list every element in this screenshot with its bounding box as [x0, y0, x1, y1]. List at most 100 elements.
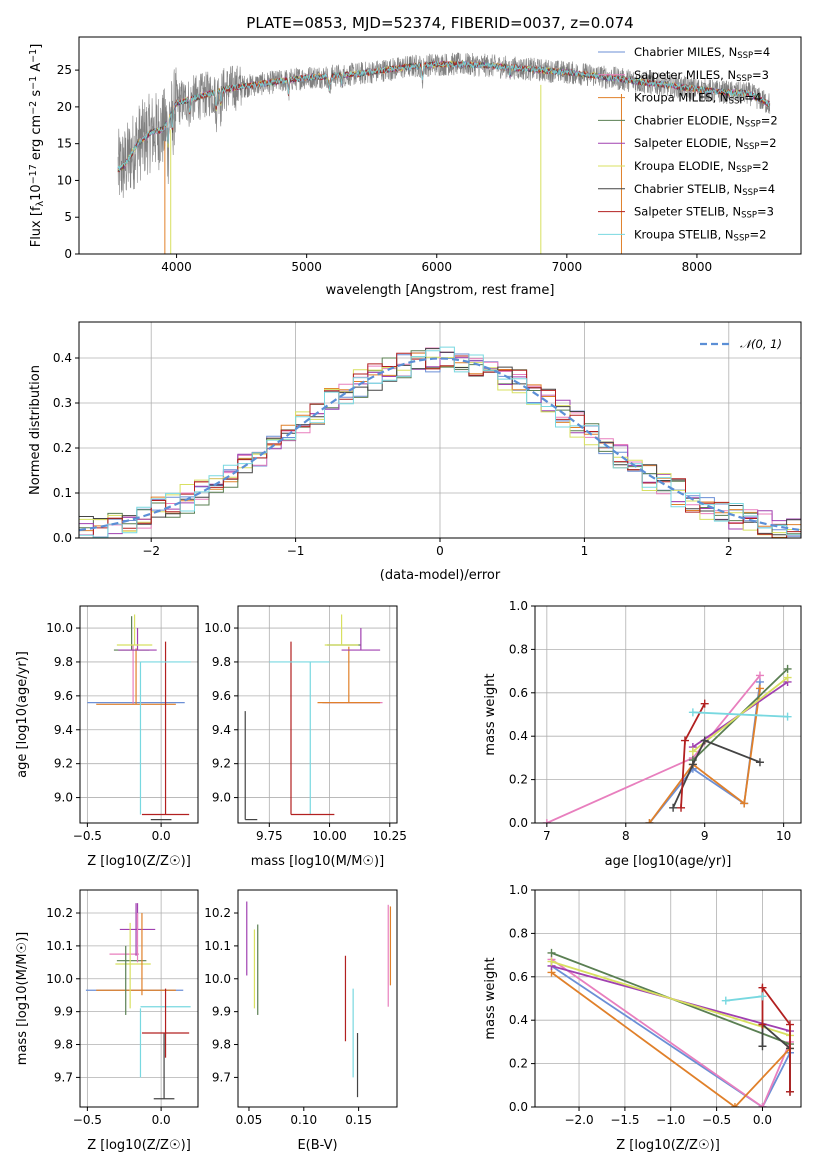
y-axis-label: mass weight: [483, 957, 498, 1039]
label-part: λ: [35, 200, 46, 206]
y-tick-label: 0.0: [509, 816, 528, 830]
chart-age_vs_Z: Z [log10(Z/Z☉)] age [log10(age/yr)] −0.5 0.…: [15, 605, 199, 869]
legend-nssp-value: =3: [757, 205, 774, 219]
plot-area-residuals: [79, 346, 801, 538]
x-tick-label: −2.0: [564, 1113, 593, 1127]
y-tick-label: 0.6: [509, 970, 528, 984]
y-tick-label: 15: [57, 137, 72, 151]
legend-series-name: Kroupa STELIB: [634, 227, 718, 241]
y-tick-label: 9.6: [54, 689, 73, 703]
y-axis-label: age [log10(age/yr)]: [15, 651, 30, 778]
y-tick-label: 9.8: [212, 1038, 231, 1052]
series-point-kroupa-miles: [740, 799, 749, 808]
legend-nssp-value: =2: [760, 136, 777, 150]
x-tick-label: −0.5: [702, 1113, 731, 1127]
x-tick-label: 0: [436, 544, 444, 558]
chart-age_vs_mass: mass [log10(M/M☉)] 9.75 10.00 10.25 9.0 9.2 9.…: [204, 605, 407, 869]
legend-nssp-prefix: , N: [728, 136, 744, 150]
y-tick-label: 1.0: [509, 599, 528, 613]
y-axis-label: Flux [fλ10−17 erg cm−2 s−1 A−1]: [28, 44, 46, 248]
series-point-salpeter-stelib: [680, 736, 689, 745]
series-point-kroupa-miles: [755, 684, 764, 693]
x-tick-label: 6000: [421, 260, 452, 274]
legend-nssp-sub: SSP: [736, 165, 752, 175]
x-axis-label: age [log10(age/yr)]: [605, 854, 732, 869]
y-tick-label: 0.4: [53, 351, 72, 365]
legend-series-name: Chabrier STELIB: [634, 182, 726, 196]
series-line-kroupa-miles: [648, 688, 761, 823]
y-tick-label: 0.3: [53, 396, 72, 410]
legend-nssp-sub: SSP: [744, 142, 760, 152]
y-tick-label: 0.2: [509, 1057, 528, 1071]
legend-series-name: Chabrier MILES: [634, 45, 721, 59]
y-tick-label: 10: [57, 173, 72, 187]
chart-weight_vs_age: age [log10(age/yr)] mass weight 7 8 9 10 0.0 0.…: [483, 599, 802, 869]
legend-nssp-sub: SSP: [734, 234, 750, 244]
x-tick-label: 0.0: [152, 829, 171, 843]
x-tick-label: 10.00: [312, 829, 346, 843]
chart-spectrum: PLATE=0853, MJD=52374, FIBERID=0037, z=0…: [28, 14, 802, 298]
series-point-salpeter-miles: [542, 819, 551, 823]
legend-nssp-prefix: , N: [726, 182, 742, 196]
y-tick-label: 9.8: [54, 1038, 73, 1052]
y-tick-label: 0.6: [509, 686, 528, 700]
legend-entry-chabrier-elodie: Chabrier ELODIE, NSSP=2: [634, 113, 778, 129]
series-line-chabrier-miles: [550, 965, 791, 1107]
y-tick-label: 0.8: [509, 926, 528, 940]
y-tick-label: 1.0: [509, 883, 528, 897]
legend-entry-kroupa-elodie: Kroupa ELODIE, NSSP=2: [634, 159, 769, 175]
label-part: −1: [28, 76, 39, 90]
series-point-kroupa-elodie: [547, 957, 556, 966]
y-tick-label: 10.2: [46, 906, 73, 920]
series-line-kroupa-stelib: [725, 995, 763, 1002]
plot-area-age_vs_mass: [244, 614, 383, 821]
legend-series-name: Salpeter MILES: [634, 68, 720, 82]
axes-frame: [534, 605, 802, 824]
y-tick-label: 10.1: [204, 939, 231, 953]
y-tick-label: 0.2: [53, 441, 72, 455]
y-tick-label: 0: [64, 247, 72, 261]
series-point-salpeter-stelib: [758, 983, 767, 992]
series-line-salpeter-miles: [550, 958, 791, 1107]
plot-area-mass_vs_Z: [85, 903, 191, 1100]
series-point-salpeter-stelib: [677, 803, 686, 812]
series-point-chabrier-stelib: [688, 760, 697, 769]
legend-entry-kroupa-miles: Kroupa MILES, NSSP=4: [634, 91, 761, 107]
x-tick-label: −2: [142, 544, 160, 558]
legend-nssp-sub: SSP: [736, 74, 752, 84]
y-tick-label: 9.0: [212, 791, 231, 805]
label-part: s: [29, 90, 44, 101]
chart-mass_vs_Z: Z [log10(Z/Z☉)] mass [log10(M/M☉)] −0.5 0.0…: [15, 889, 199, 1153]
series-point-chabrier-elodie: [783, 664, 792, 673]
x-tick-label: 10: [776, 829, 791, 843]
legend-entry-salpeter-stelib: Salpeter STELIB, NSSP=3: [634, 205, 774, 221]
legend-series-name: Chabrier ELODIE: [634, 113, 729, 127]
normal-curve: [79, 357, 801, 532]
overlay-mass_vs_Z: Z [log10(Z/Z☉)] mass [log10(M/M☉)] −0.5 0.0…: [15, 889, 199, 1153]
axes-frame: [78, 36, 802, 255]
legend-series-name: Kroupa MILES: [634, 91, 713, 105]
y-tick-label: 9.7: [54, 1070, 73, 1084]
label-part: −1: [28, 49, 39, 63]
x-tick-label: 9.75: [256, 829, 283, 843]
label-part: −17: [28, 164, 39, 184]
legend-entry-kroupa-stelib: Kroupa STELIB, NSSP=2: [634, 227, 766, 243]
y-tick-label: 9.6: [212, 689, 231, 703]
axes-frame: [534, 889, 802, 1108]
observed-spectrum: [117, 52, 771, 198]
y-tick-label: 9.7: [212, 1070, 231, 1084]
legend-nssp-prefix: , N: [720, 68, 736, 82]
series-point-kroupa-stelib: [758, 992, 767, 1001]
y-tick-label: 10.0: [204, 621, 231, 635]
series-point-chabrier-elodie: [547, 948, 556, 957]
y-tick-label: 0.0: [53, 531, 72, 545]
x-tick-label: 0.05: [236, 1113, 263, 1127]
y-tick-label: 20: [57, 100, 72, 114]
series-point-chabrier-stelib: [755, 758, 764, 767]
series-point-chabrier-stelib: [700, 736, 709, 745]
y-tick-label: 5: [64, 210, 72, 224]
legend-nssp-value: =4: [744, 91, 761, 105]
axes-frame: [79, 889, 199, 1108]
series-point-kroupa-elodie: [783, 673, 792, 682]
legend-nssp-prefix: , N: [718, 227, 734, 241]
